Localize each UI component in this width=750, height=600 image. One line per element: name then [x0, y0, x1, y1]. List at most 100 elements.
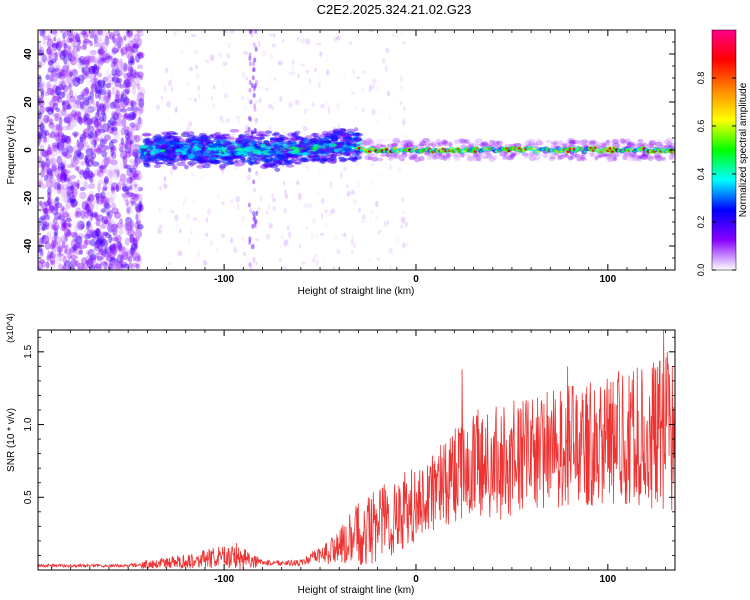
spectrogram-cell	[86, 209, 94, 217]
spectrogram-cell	[116, 70, 121, 78]
spectrogram-cell	[127, 51, 134, 60]
spectrogram-cell	[243, 51, 249, 55]
spectrogram-cell	[111, 61, 117, 68]
spectrogram-cell	[137, 30, 141, 37]
spectrogram-cell	[218, 52, 223, 59]
spectrogram-cell	[106, 126, 114, 134]
spectrogram-cell	[134, 156, 141, 166]
spectrogram-cell	[94, 81, 103, 91]
spectrogram-cell	[105, 32, 112, 40]
spectrogram-cell	[262, 139, 269, 144]
spectrogram-cell	[115, 184, 120, 193]
spectrogram-cell	[155, 148, 162, 153]
spectrogram-cell	[66, 163, 75, 169]
spectrogram-cell	[110, 120, 116, 131]
spectrogram-cell	[117, 70, 123, 77]
spectrogram-cell	[169, 75, 173, 79]
spectrogram-cell	[115, 260, 123, 269]
spectrogram-cell	[78, 170, 84, 175]
spectrogram-cell	[133, 191, 138, 198]
spectrogram-cell	[49, 253, 56, 259]
spectrogram-cell	[98, 231, 104, 241]
spectrogram-cell	[104, 55, 113, 61]
spectrogram-cell	[64, 135, 71, 144]
spectrogram-cell	[132, 173, 139, 178]
spectrogram-cell	[58, 134, 64, 143]
spectrogram-cell	[134, 154, 138, 164]
spectrogram-cell	[59, 30, 64, 34]
spectrogram-cell	[95, 147, 102, 155]
spectrogram-cell	[612, 156, 617, 160]
y-tick-label: 20	[23, 96, 34, 108]
spectrogram-cell	[38, 137, 42, 144]
spectrogram-cell	[87, 209, 92, 217]
spectrogram-cell	[55, 125, 64, 132]
spectrogram-cell	[47, 193, 52, 199]
spectrogram-cell	[103, 247, 107, 258]
spectrogram-cell	[133, 57, 140, 63]
spectrogram-cell	[134, 143, 140, 148]
spectrogram-cell	[75, 33, 80, 43]
spectrogram-cell	[38, 204, 42, 213]
spectrogram-cell	[60, 173, 66, 184]
spectrogram-cell	[374, 200, 379, 207]
spectrogram-cell	[49, 99, 56, 109]
spectrogram-cell	[340, 129, 347, 132]
spectrogram-cell	[185, 153, 191, 156]
spectrogram-cell	[101, 250, 105, 257]
spectrogram-cell	[87, 183, 96, 190]
spectrogram-cell	[81, 66, 85, 73]
spectrogram-cell	[212, 102, 215, 109]
spectrogram-cell	[93, 33, 98, 44]
spectrogram-cell	[191, 148, 199, 152]
chart-title: C2E2.2025.324.21.02.G23	[317, 2, 472, 17]
spectrogram-cell	[88, 131, 95, 139]
spectrogram-cell	[99, 138, 106, 147]
spectrogram-cell	[69, 89, 74, 99]
spectrogram-cell	[146, 151, 151, 157]
spectrogram-cell	[100, 165, 107, 174]
spectrogram-cell	[367, 258, 371, 263]
spectrogram-cell	[102, 103, 109, 113]
spectrogram-cell	[43, 136, 47, 143]
spectrogram-cell	[76, 115, 82, 124]
spectrogram-cell	[265, 158, 271, 163]
spectrogram-cell	[40, 121, 45, 132]
spectrogram-cell	[87, 107, 93, 114]
spectrogram-cell	[110, 148, 115, 158]
spectrogram-cell	[90, 100, 98, 111]
spectrogram-cell	[113, 168, 118, 174]
spectrogram-cell	[91, 82, 97, 93]
spectrogram-cell	[133, 158, 139, 168]
spectrogram-cell	[120, 254, 125, 263]
colorbar-tick-label: 0.6	[696, 120, 706, 133]
spectrogram-cell	[252, 155, 260, 160]
spectrogram-cell	[98, 164, 107, 170]
spectrogram-cell	[114, 229, 119, 236]
spectrogram-cell	[163, 176, 167, 182]
spectrogram-cell	[100, 261, 108, 266]
spectrogram-cell	[49, 204, 54, 213]
spectrogram-cell	[59, 207, 65, 216]
spectrogram-cell	[290, 155, 295, 160]
spectrogram-cell	[107, 89, 112, 99]
spectrogram-cell	[160, 100, 163, 106]
spectrogram-cell	[344, 147, 352, 151]
spectrogram-cell	[67, 265, 75, 270]
spectrogram-cell	[57, 243, 62, 250]
spectrogram-cell	[130, 161, 137, 168]
spectrogram-cell	[253, 187, 256, 193]
spectrogram-cell	[96, 30, 104, 36]
spectrogram-cell	[69, 247, 77, 256]
spectrogram-cell	[131, 106, 140, 112]
spectrogram-cell	[87, 170, 94, 178]
spectrogram-cell	[90, 129, 98, 136]
spectrogram-cell	[242, 251, 246, 257]
spectrogram-cell	[252, 214, 256, 220]
spectrogram-cell	[89, 30, 95, 40]
spectrogram-cell	[83, 180, 88, 190]
spectrogram-cell	[137, 86, 146, 97]
colorbar-tick-label: 0.2	[696, 216, 706, 229]
spectrogram-cell	[254, 219, 258, 225]
spectrogram-cell	[44, 174, 49, 182]
